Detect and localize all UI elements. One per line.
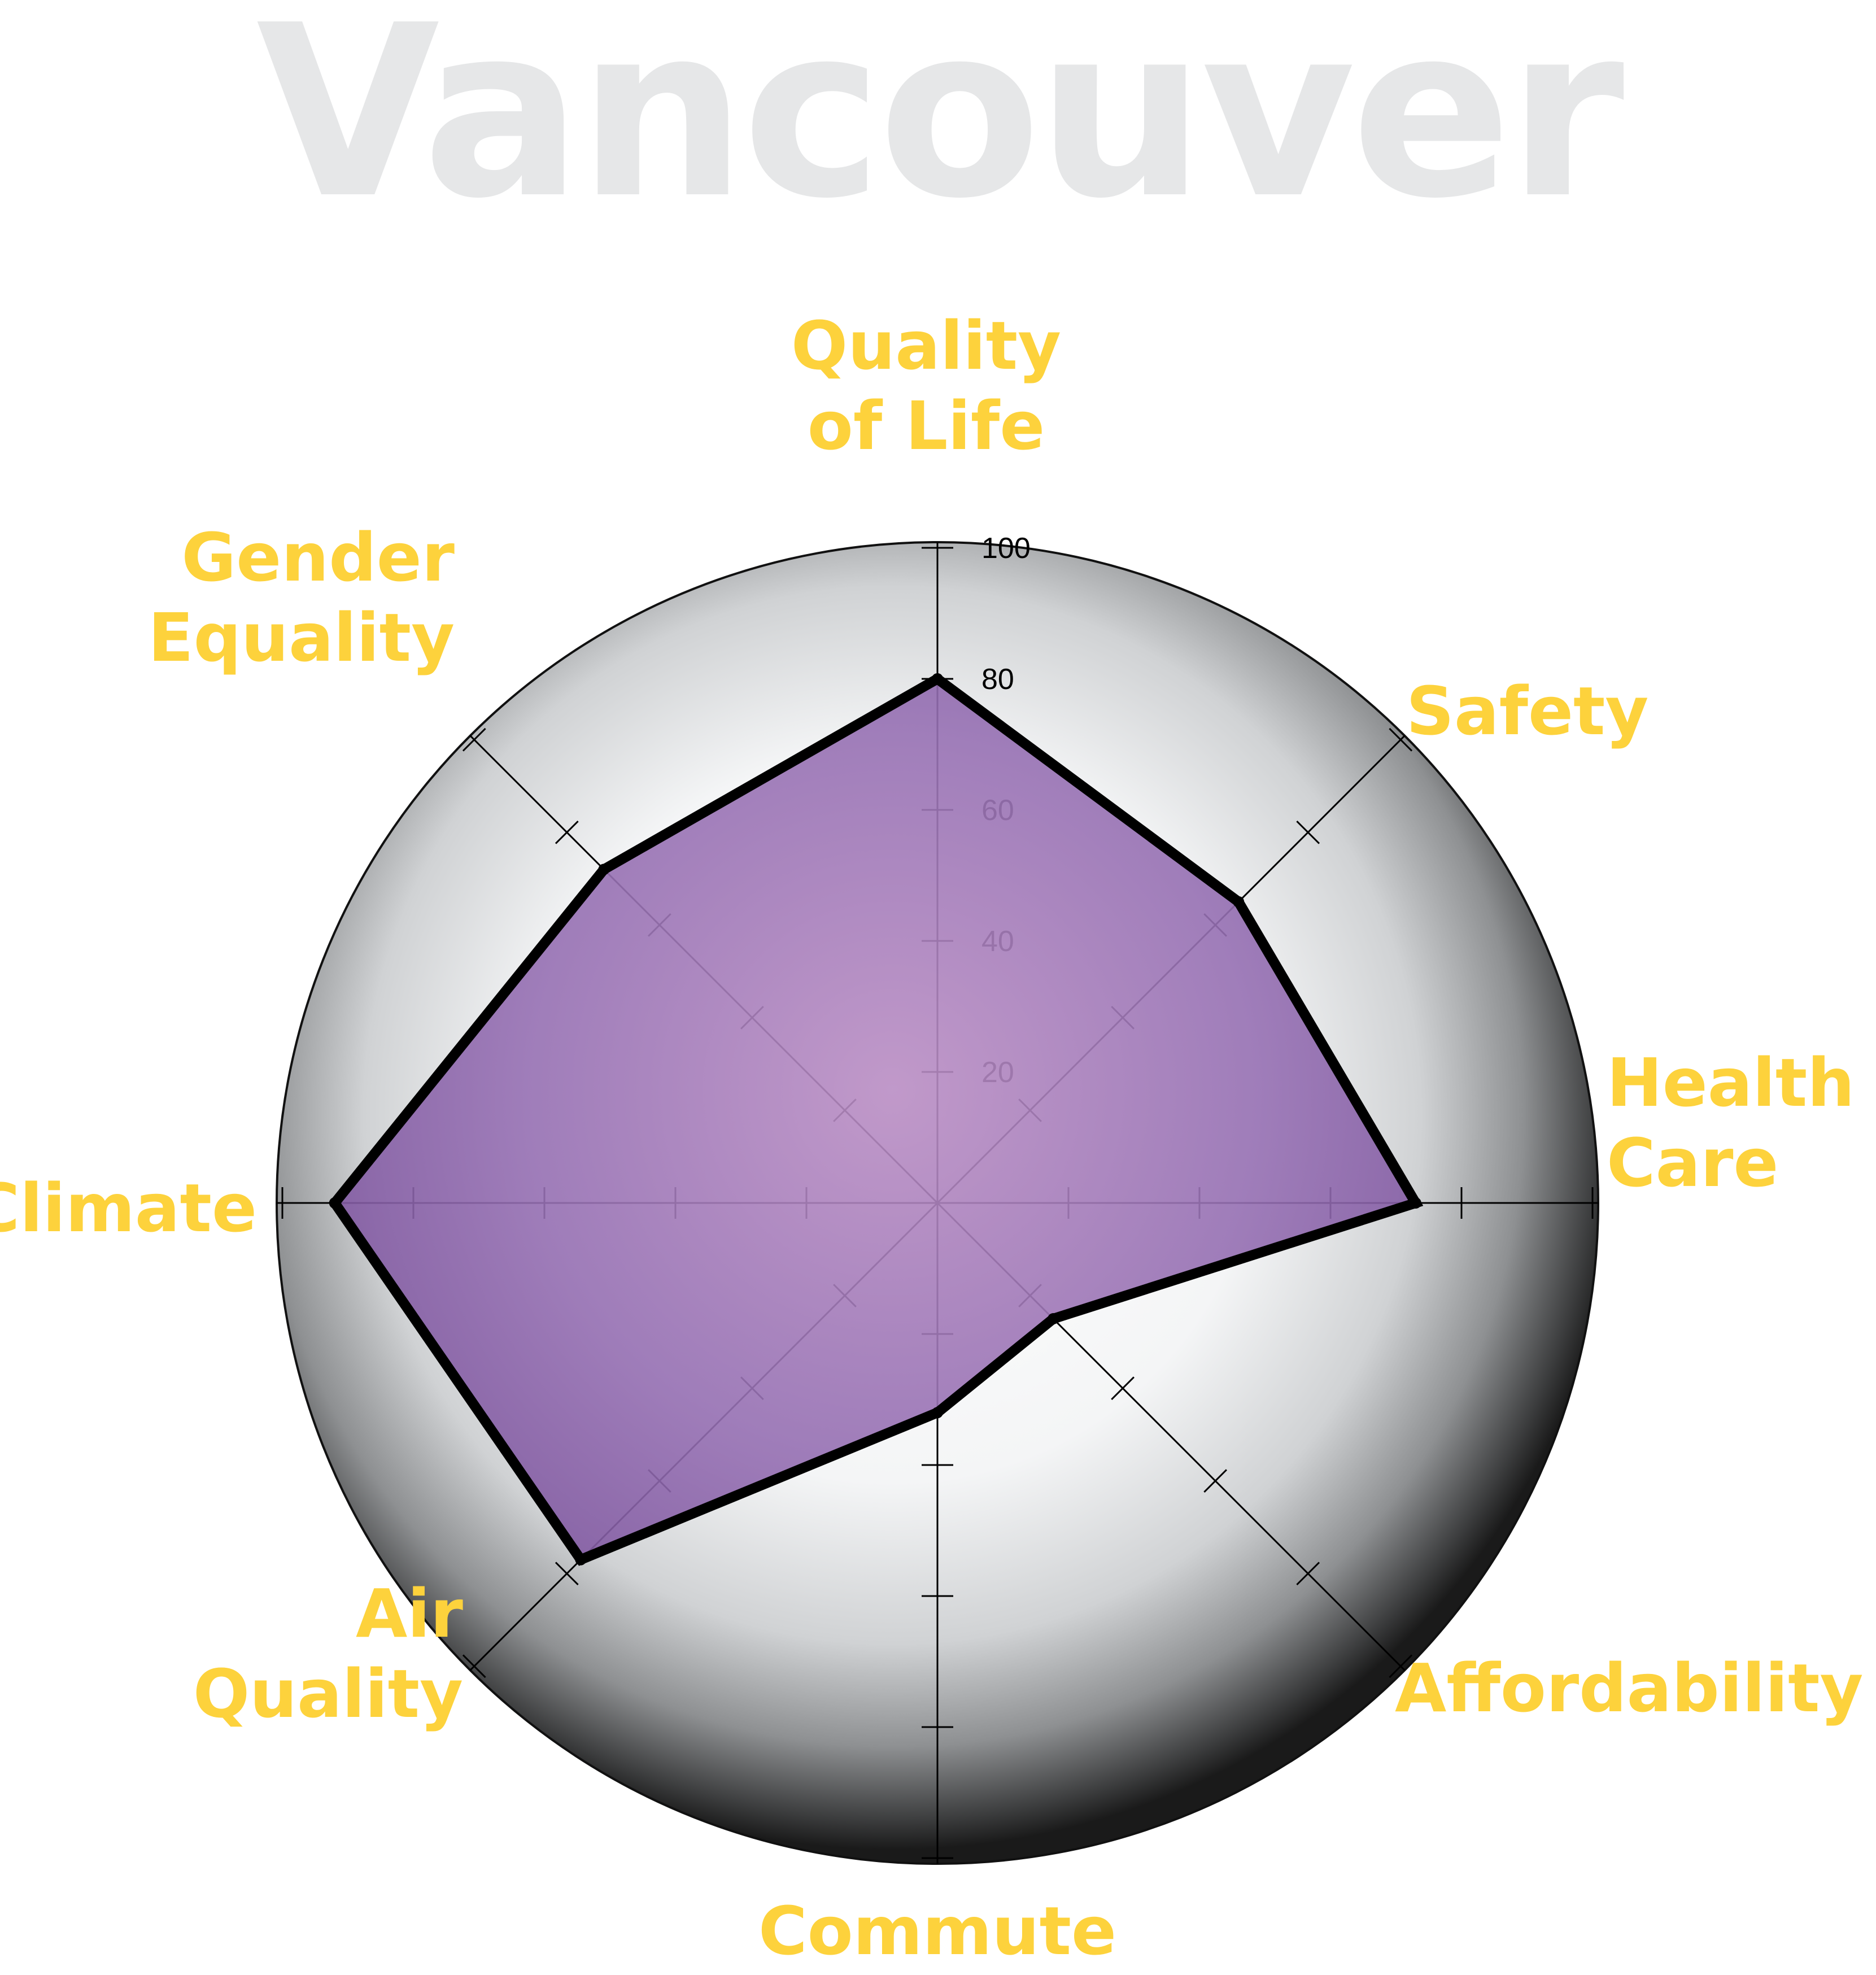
data-point <box>932 1407 943 1419</box>
radar-tick-mark <box>1111 1376 1135 1400</box>
axis-label: Gender <box>181 518 455 596</box>
radar-tick-mark <box>1296 820 1320 844</box>
data-point <box>329 1197 341 1209</box>
radar-tick-mark <box>555 1562 579 1586</box>
radar-tick-mark <box>462 1654 486 1678</box>
radar-tick-mark <box>462 727 486 752</box>
tick-label: 80 <box>981 663 1014 696</box>
radar-tick-mark <box>1296 1562 1320 1586</box>
axis-label: of Life <box>808 387 1045 465</box>
chart-title: Vancouver <box>256 0 1625 251</box>
data-point <box>1410 1197 1421 1209</box>
axis-label: Affordability <box>1395 1649 1863 1727</box>
axis-label: Safety <box>1406 672 1648 750</box>
tick-label: 100 <box>981 532 1031 565</box>
data-point <box>575 1554 587 1566</box>
axis-label: Quality <box>193 1655 463 1733</box>
data-point <box>1048 1313 1059 1325</box>
axis-label: Health <box>1607 1044 1855 1122</box>
axis-label: Climate <box>0 1169 257 1247</box>
radar-tick-mark <box>1203 1469 1228 1493</box>
axis-label: Equality <box>148 599 455 677</box>
axis-label: Care <box>1607 1124 1778 1202</box>
axis-label: Quality <box>791 307 1061 385</box>
axis-label: Air <box>356 1575 463 1653</box>
data-point <box>1233 896 1245 908</box>
radar-tick-mark <box>1389 727 1413 752</box>
axis-label: Commute <box>758 1892 1116 1970</box>
radar-tick-mark <box>1389 1654 1413 1678</box>
data-point <box>598 864 610 875</box>
radar-tick-mark <box>555 820 579 844</box>
data-point <box>932 673 943 685</box>
